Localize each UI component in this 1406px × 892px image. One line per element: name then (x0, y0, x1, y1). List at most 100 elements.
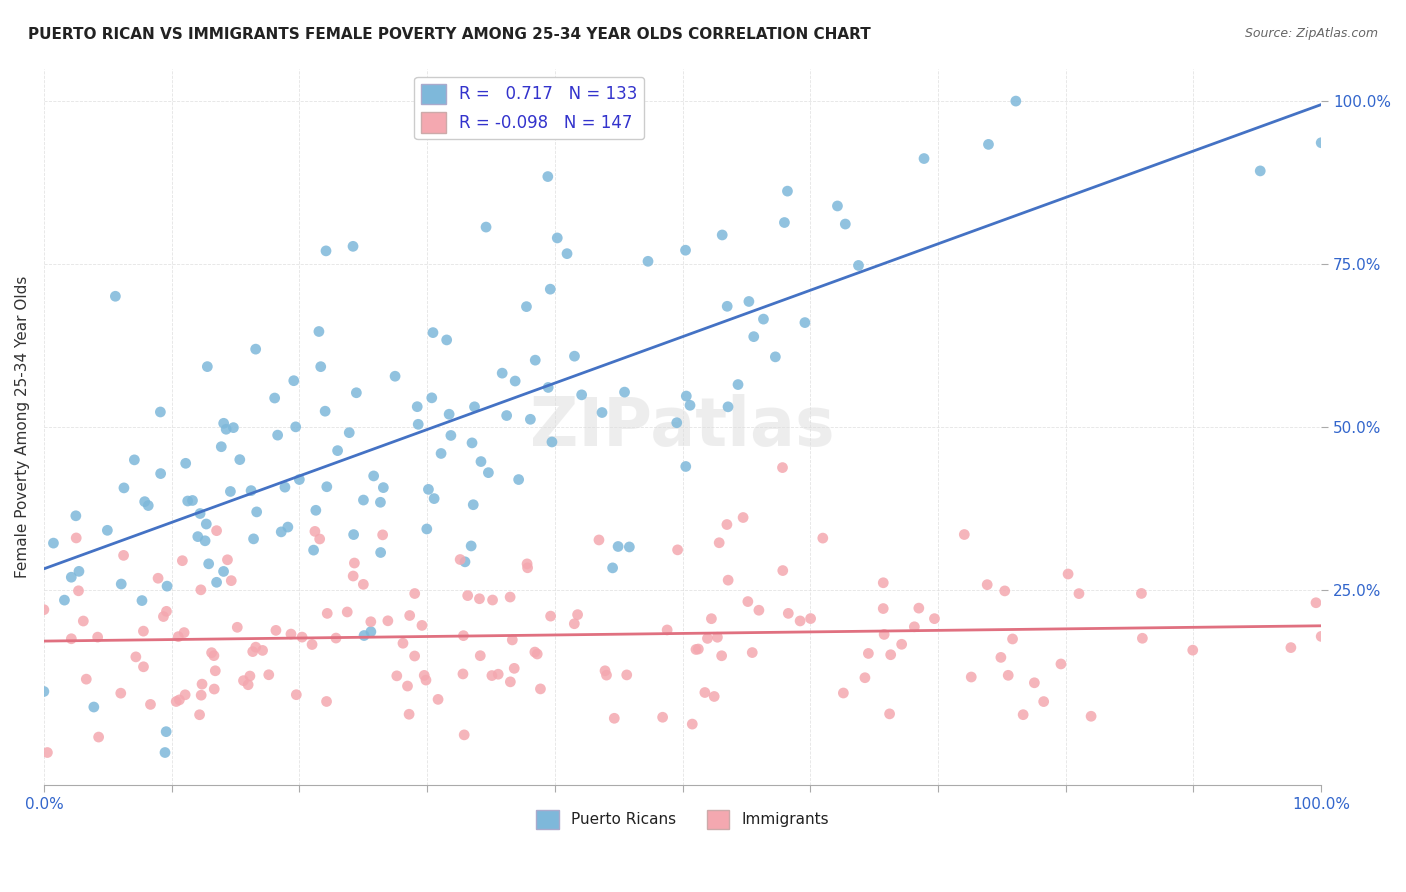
Point (174, 688, 197, 702)
Point (194, 533, 217, 548)
Point (342, 239, 364, 253)
Point (430, 446, 453, 460)
Point (1024, 675, 1046, 690)
Point (132, 624, 155, 639)
Point (711, 227, 734, 242)
Point (60, 570, 83, 584)
Point (990, 650, 1012, 665)
Point (789, 614, 811, 628)
Point (436, 333, 458, 347)
Point (217, 553, 239, 567)
Point (651, 710, 673, 724)
Point (1310, 629, 1333, 643)
Point (1080, 709, 1102, 723)
Point (546, 231, 568, 245)
Point (748, 603, 770, 617)
Point (501, 632, 523, 647)
Point (524, 353, 547, 368)
Point (172, 554, 194, 568)
Point (314, 404, 336, 418)
Point (72, 614, 94, 628)
Point (773, 215, 796, 229)
Point (960, 670, 983, 684)
Point (437, 407, 460, 421)
Point (738, 294, 761, 309)
Point (475, 220, 498, 235)
Point (763, 350, 786, 364)
Point (503, 661, 526, 675)
Point (132, 660, 155, 674)
Point (360, 615, 382, 629)
Point (562, 616, 585, 631)
Point (315, 694, 337, 708)
Point (344, 385, 367, 400)
Point (236, 678, 259, 692)
Point (65, 531, 87, 545)
Point (104, 289, 127, 303)
Point (37, 746, 59, 760)
Point (215, 422, 238, 436)
Point (706, 630, 728, 644)
Point (567, 607, 589, 622)
Point (202, 681, 225, 696)
Point (515, 300, 537, 314)
Point (772, 460, 794, 475)
Point (136, 499, 159, 513)
Point (270, 524, 292, 539)
Point (352, 577, 374, 591)
Point (440, 428, 463, 442)
Point (302, 543, 325, 558)
Point (470, 648, 492, 663)
Point (165, 694, 187, 708)
Point (1279, 640, 1302, 655)
Point (110, 686, 132, 700)
Point (1249, 164, 1271, 178)
Point (541, 435, 564, 450)
Point (977, 137, 1000, 152)
Point (461, 436, 484, 450)
Point (727, 377, 749, 392)
Point (153, 746, 176, 760)
Point (700, 612, 723, 626)
Point (240, 483, 263, 498)
Point (60, 632, 83, 646)
Point (827, 199, 849, 213)
Point (637, 254, 659, 268)
Point (149, 405, 172, 419)
Point (86, 630, 108, 644)
Point (288, 473, 311, 487)
Point (146, 571, 169, 585)
Point (112, 481, 135, 495)
Point (571, 388, 593, 402)
Point (377, 614, 399, 628)
Point (657, 623, 679, 637)
Point (370, 545, 392, 559)
Point (352, 493, 374, 508)
Point (274, 480, 297, 494)
Point (1001, 632, 1024, 646)
Point (371, 528, 394, 542)
Point (564, 349, 586, 363)
Point (212, 417, 235, 431)
Point (67, 565, 90, 579)
Point (404, 586, 426, 600)
Point (326, 443, 349, 458)
Point (284, 420, 307, 434)
Point (155, 724, 177, 739)
Point (87, 730, 110, 744)
Point (477, 466, 499, 480)
Text: PUERTO RICAN VS IMMIGRANTS FEMALE POVERTY AMONG 25-34 YEAR OLDS CORRELATION CHAR: PUERTO RICAN VS IMMIGRANTS FEMALE POVERT… (28, 27, 870, 42)
Point (890, 637, 912, 651)
Point (305, 503, 328, 517)
Point (418, 483, 440, 497)
Point (315, 244, 337, 258)
Point (693, 685, 716, 699)
Point (908, 601, 931, 615)
Point (406, 417, 429, 432)
Point (75, 672, 97, 686)
Point (415, 673, 437, 687)
Point (519, 412, 541, 426)
Point (737, 594, 759, 608)
Point (903, 620, 925, 634)
Point (195, 359, 218, 374)
